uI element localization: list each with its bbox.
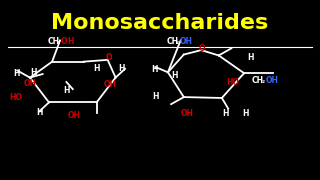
Text: CH: CH	[252, 76, 264, 85]
Text: H: H	[222, 109, 228, 118]
Text: O: O	[106, 53, 113, 62]
Text: H: H	[243, 109, 249, 118]
Text: O: O	[61, 37, 67, 46]
Text: HO: HO	[9, 93, 22, 102]
Text: H: H	[93, 64, 100, 73]
Text: OH: OH	[104, 80, 117, 89]
Text: OH: OH	[68, 111, 81, 120]
Text: H: H	[13, 69, 20, 78]
Text: H: H	[151, 65, 158, 74]
Text: OH: OH	[180, 109, 194, 118]
Text: OH: OH	[265, 76, 278, 85]
Text: CH: CH	[47, 37, 60, 46]
Text: O: O	[199, 44, 205, 53]
Text: H: H	[63, 86, 70, 95]
Text: OH: OH	[179, 37, 192, 46]
Text: H: H	[36, 108, 43, 117]
Text: H: H	[68, 37, 74, 46]
Text: ₂: ₂	[57, 39, 60, 45]
Text: H: H	[118, 64, 124, 73]
Text: H: H	[247, 53, 254, 62]
Text: ₂: ₂	[176, 39, 179, 45]
Text: OH: OH	[24, 79, 36, 88]
Text: H: H	[171, 71, 178, 80]
Text: Monosaccharides: Monosaccharides	[52, 13, 268, 33]
Text: HO: HO	[227, 78, 240, 87]
Text: H: H	[152, 92, 159, 101]
Text: ₂: ₂	[261, 78, 265, 84]
Text: H: H	[30, 68, 36, 77]
Text: CH: CH	[166, 37, 179, 46]
